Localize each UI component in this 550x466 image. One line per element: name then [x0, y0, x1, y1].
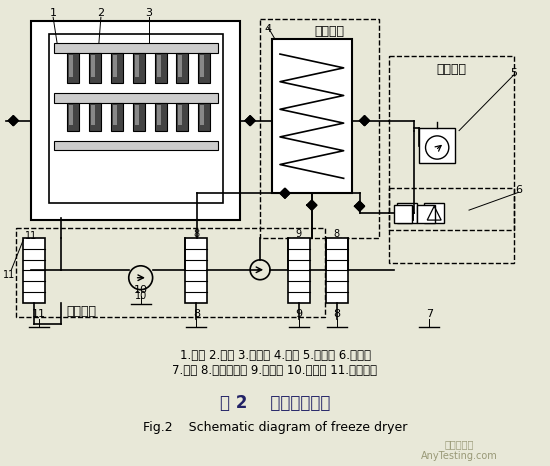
- Polygon shape: [307, 200, 312, 210]
- Text: AnyTesting.com: AnyTesting.com: [421, 451, 497, 461]
- Text: 3: 3: [145, 8, 152, 18]
- Bar: [155, 53, 167, 83]
- Text: 8: 8: [193, 308, 200, 319]
- Bar: [157, 105, 161, 124]
- Bar: [49, 34, 223, 203]
- Text: 4: 4: [265, 24, 272, 34]
- Bar: [54, 43, 218, 53]
- Text: 11: 11: [25, 231, 37, 241]
- Bar: [199, 53, 210, 83]
- Polygon shape: [250, 116, 255, 126]
- Polygon shape: [13, 116, 18, 126]
- Bar: [288, 238, 310, 302]
- Bar: [135, 105, 139, 124]
- Text: 9: 9: [296, 229, 302, 239]
- Bar: [157, 55, 161, 77]
- Bar: [54, 93, 218, 103]
- Polygon shape: [365, 116, 370, 126]
- Text: 8: 8: [334, 229, 340, 239]
- Text: 嘉峪检测网: 嘉峪检测网: [444, 439, 474, 449]
- Text: 11: 11: [32, 308, 46, 319]
- Bar: [111, 103, 123, 130]
- Bar: [111, 53, 123, 83]
- Text: 加热系统: 加热系统: [66, 305, 96, 318]
- Bar: [408, 206, 413, 220]
- Text: 7: 7: [426, 308, 433, 319]
- Text: 8: 8: [333, 308, 340, 319]
- Bar: [69, 55, 73, 77]
- Polygon shape: [280, 188, 285, 198]
- Bar: [155, 103, 167, 130]
- Text: 真空系统: 真空系统: [436, 63, 466, 76]
- Text: 2: 2: [97, 8, 104, 18]
- Bar: [67, 53, 79, 83]
- Polygon shape: [360, 116, 365, 126]
- Bar: [89, 103, 101, 130]
- Bar: [54, 141, 218, 151]
- Bar: [389, 56, 514, 230]
- Polygon shape: [360, 201, 365, 211]
- Bar: [177, 103, 189, 130]
- Text: 8: 8: [194, 229, 200, 239]
- Bar: [199, 103, 210, 130]
- Bar: [200, 55, 205, 77]
- Bar: [16, 228, 324, 317]
- Polygon shape: [285, 188, 290, 198]
- Bar: [113, 55, 117, 77]
- Bar: [389, 188, 514, 263]
- Bar: [133, 103, 145, 130]
- Bar: [135, 55, 139, 77]
- Bar: [133, 53, 145, 83]
- Text: 1: 1: [50, 8, 57, 18]
- Bar: [185, 238, 207, 302]
- Bar: [272, 39, 351, 193]
- Bar: [417, 205, 435, 223]
- Bar: [23, 238, 45, 302]
- Bar: [177, 53, 189, 83]
- Text: 图 2    冻干机原理图: 图 2 冻干机原理图: [220, 394, 330, 412]
- Bar: [91, 55, 95, 77]
- Text: 7.风扇 8.板式换热器 9.低温机 10.维持泵 11.电加热器: 7.风扇 8.板式换热器 9.低温机 10.维持泵 11.电加热器: [173, 364, 377, 377]
- Bar: [394, 205, 412, 223]
- Bar: [179, 105, 183, 124]
- Bar: [89, 53, 101, 83]
- Bar: [400, 206, 406, 220]
- Bar: [424, 203, 444, 223]
- Text: 6: 6: [515, 185, 522, 195]
- Text: 5: 5: [510, 68, 518, 78]
- Text: Fig.2    Schematic diagram of freeze dryer: Fig.2 Schematic diagram of freeze dryer: [143, 421, 407, 434]
- Polygon shape: [8, 116, 13, 126]
- Text: 制冷系统: 制冷系统: [315, 25, 345, 38]
- Bar: [179, 55, 183, 77]
- Polygon shape: [312, 200, 317, 210]
- Bar: [200, 105, 205, 124]
- Text: 1.疫苗 2.搁板 3.冻干箱 4.冷阱 5.真空泵 6.高温机: 1.疫苗 2.搁板 3.冻干箱 4.冷阱 5.真空泵 6.高温机: [179, 350, 371, 362]
- Bar: [113, 105, 117, 124]
- Bar: [419, 128, 455, 164]
- Text: 10: 10: [134, 285, 148, 295]
- Bar: [69, 105, 73, 124]
- Bar: [326, 238, 348, 302]
- Bar: [260, 19, 379, 238]
- Text: 9: 9: [295, 308, 303, 319]
- Polygon shape: [245, 116, 250, 126]
- Polygon shape: [355, 201, 360, 211]
- Text: 10: 10: [135, 291, 147, 301]
- Bar: [67, 103, 79, 130]
- Bar: [31, 21, 240, 220]
- Bar: [91, 105, 95, 124]
- Text: 11: 11: [3, 270, 15, 280]
- Bar: [398, 203, 417, 223]
